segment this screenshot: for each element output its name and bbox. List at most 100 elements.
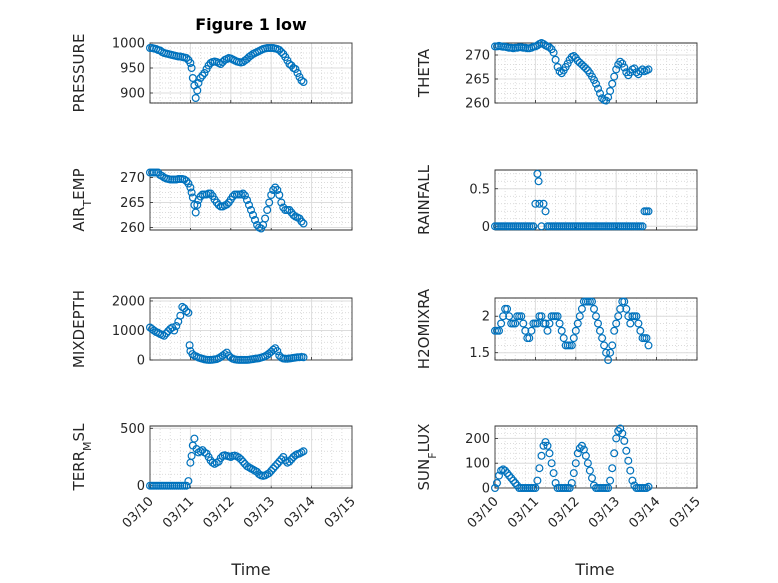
subplot-7: 03/10 03/11 03/12 03/13 03/14 03/15 0 500 TERRMS…	[70, 422, 359, 532]
y-axis-label: PRESSURE	[70, 34, 88, 113]
data-point	[277, 47, 286, 56]
y-tick-label: 1.5	[469, 346, 490, 361]
data-point	[184, 179, 193, 188]
data-point	[293, 68, 302, 77]
data-point	[531, 484, 540, 493]
data-point	[571, 459, 580, 468]
data-point	[567, 479, 576, 488]
data-point	[575, 312, 584, 321]
data-point	[184, 477, 193, 486]
data-point	[247, 206, 256, 215]
data-point	[222, 200, 231, 209]
data-point	[503, 469, 512, 478]
data-point	[535, 464, 544, 473]
y-tick-label: 900	[120, 87, 145, 102]
x-tick-label: 03/12	[546, 494, 583, 531]
data-point	[269, 464, 278, 473]
data-point	[191, 93, 200, 102]
data-point	[501, 466, 510, 475]
data-point	[511, 319, 520, 328]
data-point	[170, 326, 179, 335]
data-point	[287, 455, 296, 464]
data-point	[495, 471, 504, 480]
axes-border	[149, 425, 353, 489]
y-axis-label: AIRTEMP	[70, 168, 94, 231]
y-tick-label: 265	[465, 73, 490, 88]
data-point	[598, 94, 607, 103]
data-point	[569, 51, 578, 60]
data-point	[565, 484, 574, 493]
data-point	[299, 219, 308, 228]
x-tick-label: 03/10	[465, 494, 502, 531]
data-point	[275, 45, 284, 54]
data-point	[194, 78, 203, 87]
figure-title: Figure 1 low	[195, 15, 307, 34]
data-point	[505, 312, 514, 321]
data-point	[549, 48, 558, 57]
data-point	[521, 326, 530, 335]
data-point	[569, 334, 578, 343]
data-point	[618, 429, 627, 438]
data-point	[186, 183, 195, 192]
y-axis-label: H2OMIXRA	[415, 288, 433, 369]
data-point	[624, 456, 633, 465]
data-point	[604, 356, 613, 365]
y-tick-label: 0	[482, 482, 490, 497]
data-point	[553, 62, 562, 71]
data-point	[638, 222, 647, 231]
data-point	[587, 297, 596, 306]
data-point	[575, 444, 584, 453]
data-point	[569, 469, 578, 478]
data-point	[187, 451, 196, 460]
subplot-5: 0 1000 2000 MIXDEPTH	[70, 290, 353, 369]
subplot-2: 260 265 270 THETA	[415, 38, 698, 112]
data-point	[238, 189, 247, 198]
data-point	[511, 479, 520, 488]
data-point	[598, 334, 607, 343]
data-point	[606, 476, 615, 485]
data-point	[493, 479, 502, 488]
data-point	[634, 319, 643, 328]
data-point	[297, 217, 306, 226]
data-point	[595, 326, 604, 335]
data-point	[503, 304, 512, 313]
data-point	[559, 334, 568, 343]
data-point	[587, 474, 596, 483]
data-point	[533, 476, 542, 485]
data-point	[271, 183, 280, 192]
data-point	[620, 297, 629, 306]
y-tick-label: 270	[465, 49, 490, 64]
data-point	[616, 424, 625, 433]
data-point	[626, 319, 635, 328]
data-point	[158, 172, 167, 181]
data-point	[541, 207, 550, 216]
data-point	[193, 86, 202, 95]
data-point	[162, 329, 171, 338]
data-point	[240, 191, 249, 200]
y-axis-label: SUNFLUX	[415, 424, 439, 491]
x-tick-label: 03/10	[120, 494, 157, 531]
data-point	[606, 348, 615, 357]
data-point	[243, 196, 252, 205]
x-tick-label: 03/14	[626, 494, 663, 531]
data-point	[261, 214, 270, 223]
data-point	[610, 449, 619, 458]
data-point	[269, 186, 278, 195]
data-point	[191, 208, 200, 217]
data-point	[577, 441, 586, 450]
axes-border	[149, 169, 353, 231]
data-point	[299, 77, 308, 86]
y-tick-label: 100	[465, 457, 490, 472]
data-point	[549, 469, 558, 478]
data-point	[185, 341, 194, 350]
data-point	[517, 312, 526, 321]
axes-border	[149, 42, 353, 104]
data-point	[236, 455, 245, 464]
data-point	[285, 59, 294, 68]
data-point	[180, 175, 189, 184]
data-point	[600, 341, 609, 350]
data-point	[187, 188, 196, 197]
axes-border	[149, 297, 353, 361]
data-point	[604, 484, 613, 493]
y-axis-label: RAINFALL	[415, 164, 433, 235]
